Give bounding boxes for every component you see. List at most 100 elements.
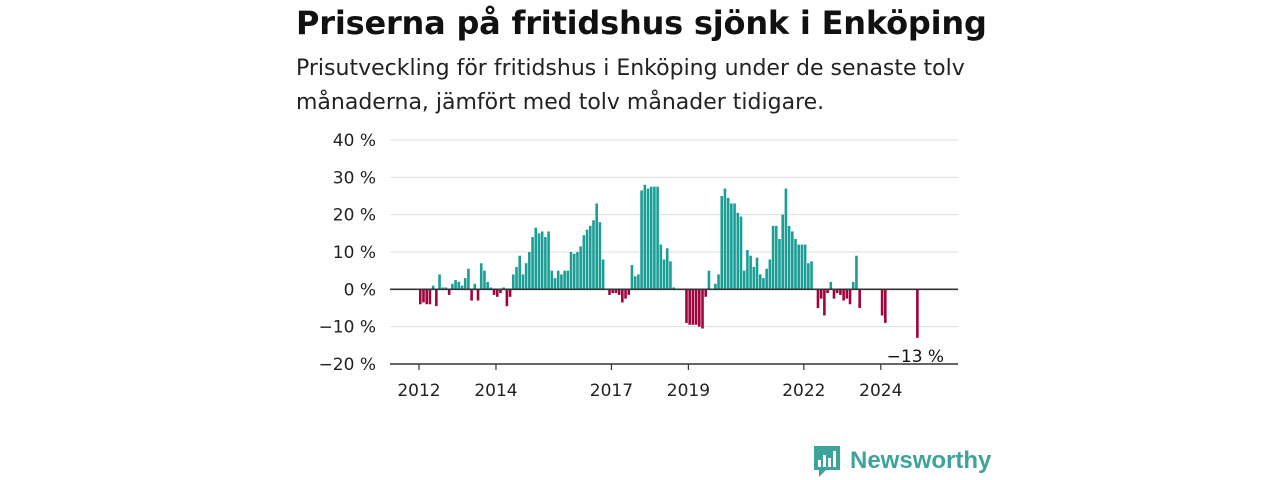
bar bbox=[515, 266, 518, 290]
bar bbox=[839, 289, 842, 295]
bar bbox=[528, 252, 531, 290]
bar bbox=[479, 263, 483, 290]
bar bbox=[630, 265, 634, 290]
bar bbox=[595, 203, 598, 290]
bar bbox=[463, 278, 467, 290]
bar bbox=[524, 263, 528, 290]
bar bbox=[662, 259, 666, 290]
bar bbox=[585, 229, 589, 290]
bar bbox=[659, 244, 663, 290]
bar bbox=[816, 289, 820, 308]
bar bbox=[598, 222, 602, 290]
bar bbox=[489, 287, 493, 290]
bar bbox=[845, 289, 849, 299]
bar bbox=[553, 278, 557, 290]
bar bbox=[447, 289, 451, 295]
bar bbox=[521, 274, 525, 290]
bar bbox=[835, 289, 839, 294]
bar bbox=[601, 259, 605, 290]
bar bbox=[669, 261, 672, 290]
bar bbox=[470, 289, 473, 301]
bar bbox=[653, 186, 656, 290]
bar bbox=[762, 278, 765, 290]
bar bbox=[483, 270, 486, 290]
bar bbox=[842, 289, 845, 301]
bar bbox=[791, 231, 794, 290]
x-tick-label: 2022 bbox=[782, 381, 825, 401]
bar bbox=[419, 289, 422, 305]
bar bbox=[544, 237, 547, 290]
bar bbox=[794, 238, 797, 290]
bar bbox=[701, 289, 704, 329]
y-tick-label: 10 % bbox=[333, 243, 376, 263]
bar bbox=[771, 225, 775, 290]
bar bbox=[563, 270, 566, 290]
bar bbox=[800, 244, 804, 290]
bar bbox=[566, 270, 570, 290]
bar bbox=[752, 266, 756, 290]
bar bbox=[569, 252, 573, 290]
bar bbox=[518, 255, 522, 290]
bar bbox=[614, 289, 618, 294]
chart-title: Priserna på fritidshus sjönk i Enköping bbox=[296, 4, 987, 42]
bar bbox=[537, 233, 541, 290]
bar bbox=[476, 289, 480, 301]
bar bbox=[726, 197, 730, 290]
bar bbox=[730, 203, 733, 290]
bar bbox=[810, 261, 813, 290]
bar bbox=[685, 289, 688, 323]
bar bbox=[656, 186, 659, 290]
bar bbox=[499, 289, 502, 294]
bar bbox=[746, 250, 749, 290]
bar bbox=[880, 289, 884, 316]
bar bbox=[803, 244, 807, 290]
bar bbox=[550, 270, 554, 290]
bar bbox=[778, 238, 781, 290]
bar bbox=[492, 289, 496, 295]
bar bbox=[572, 253, 576, 290]
bar bbox=[473, 283, 477, 290]
bar bbox=[829, 281, 833, 290]
bar bbox=[704, 289, 708, 297]
y-tick-label: 20 % bbox=[333, 206, 376, 226]
bar bbox=[646, 188, 650, 290]
bar bbox=[649, 186, 653, 290]
x-tick-label: 2014 bbox=[474, 381, 517, 401]
bar bbox=[556, 270, 560, 290]
bar bbox=[611, 289, 615, 294]
bar bbox=[691, 289, 695, 325]
bar bbox=[435, 289, 438, 307]
bar bbox=[749, 255, 752, 290]
bar bbox=[547, 231, 550, 290]
bar bbox=[851, 281, 855, 290]
bar bbox=[781, 214, 784, 290]
bar bbox=[454, 280, 457, 290]
bar bbox=[694, 289, 698, 325]
gridlines bbox=[390, 139, 958, 365]
bar bbox=[707, 270, 711, 290]
bar bbox=[579, 246, 582, 290]
bar bbox=[742, 270, 746, 290]
bar bbox=[588, 225, 592, 290]
bar bbox=[797, 244, 801, 290]
bar bbox=[467, 268, 470, 290]
bars bbox=[419, 184, 919, 338]
bar bbox=[755, 257, 759, 290]
bar bbox=[531, 237, 534, 290]
bar bbox=[422, 289, 425, 303]
bar bbox=[495, 289, 499, 297]
y-tick-label: −10 % bbox=[319, 318, 376, 338]
bar bbox=[624, 289, 627, 299]
y-tick-label: 40 % bbox=[333, 131, 376, 151]
bar bbox=[784, 188, 788, 290]
bar bbox=[823, 289, 826, 316]
bar bbox=[774, 225, 778, 290]
bar bbox=[688, 289, 691, 325]
bar bbox=[739, 216, 743, 290]
bar bbox=[848, 289, 852, 305]
bar bbox=[621, 289, 624, 303]
x-tick-label: 2024 bbox=[859, 381, 902, 401]
bar bbox=[832, 289, 836, 299]
bar bbox=[855, 255, 858, 290]
bar bbox=[425, 289, 429, 305]
